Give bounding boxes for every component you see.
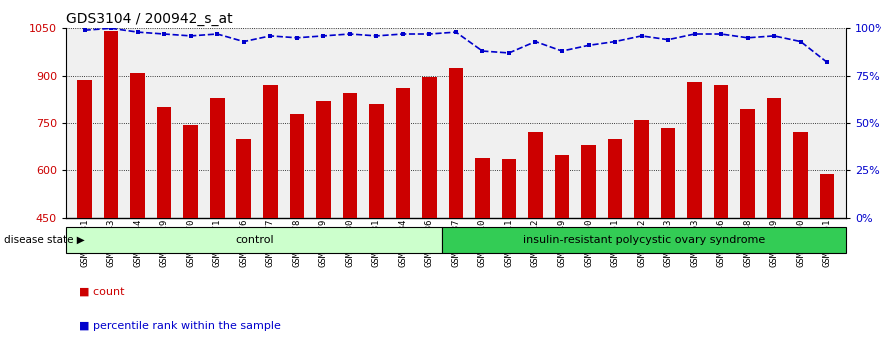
Bar [130, 73, 145, 218]
Bar [581, 145, 596, 218]
Bar [422, 77, 437, 218]
Bar [78, 80, 92, 218]
Bar [316, 101, 330, 218]
Bar [634, 120, 648, 218]
Bar [157, 107, 172, 218]
Bar [475, 158, 490, 218]
Text: disease state ▶: disease state ▶ [4, 235, 85, 245]
Bar [236, 139, 251, 218]
Bar [820, 173, 834, 218]
Text: control: control [235, 235, 274, 245]
Bar [608, 139, 622, 218]
Bar [661, 128, 676, 218]
Bar [794, 132, 808, 218]
Bar [183, 125, 198, 218]
Text: insulin-resistant polycystic ovary syndrome: insulin-resistant polycystic ovary syndr… [523, 235, 766, 245]
Bar [343, 93, 357, 218]
Bar [448, 68, 463, 218]
Bar [687, 82, 702, 218]
Bar [369, 104, 383, 218]
Bar [66, 227, 442, 253]
Bar [740, 109, 755, 218]
Bar [396, 88, 411, 218]
Text: ■ count: ■ count [79, 287, 125, 297]
Bar [442, 227, 846, 253]
Text: ■ percentile rank within the sample: ■ percentile rank within the sample [79, 321, 281, 331]
Bar [529, 132, 543, 218]
Bar [714, 85, 729, 218]
Bar [501, 159, 516, 218]
Bar [210, 98, 225, 218]
Bar [263, 85, 278, 218]
Text: GDS3104 / 200942_s_at: GDS3104 / 200942_s_at [66, 12, 233, 26]
Bar [290, 114, 304, 218]
Bar [766, 98, 781, 218]
Bar [555, 155, 569, 218]
Bar [104, 32, 118, 218]
